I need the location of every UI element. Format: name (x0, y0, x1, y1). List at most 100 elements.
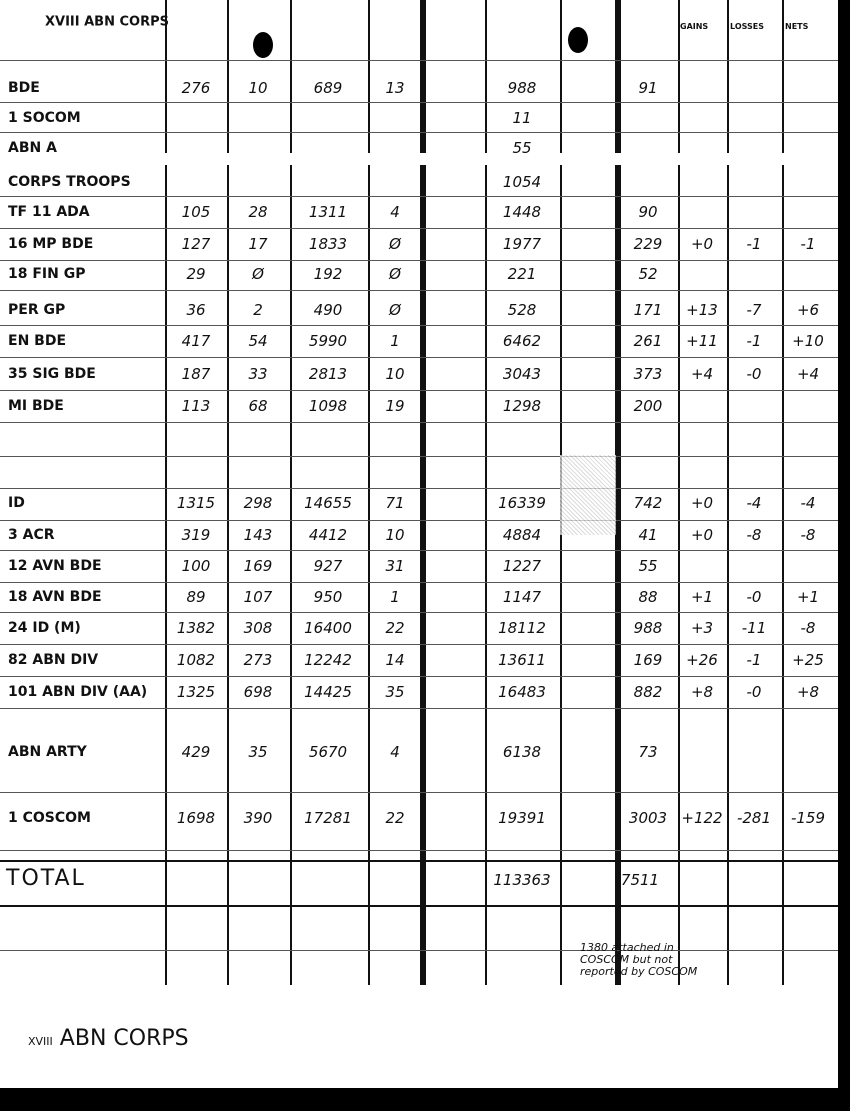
nets-header: NETS (785, 22, 809, 31)
column-rule (227, 0, 229, 985)
cell-gains: +4 (690, 365, 714, 383)
cell-c2: 2 (253, 301, 263, 319)
cell-losses: -0 (746, 365, 762, 383)
cell-c2: 35 (248, 743, 268, 761)
cell-c3: 1311 (308, 203, 348, 221)
cell-total: 13611 (498, 651, 546, 669)
scan-border (0, 1088, 850, 1111)
cell-total: 19391 (498, 809, 546, 827)
cell-c4: 10 (385, 526, 405, 544)
cell-total: 6138 (502, 743, 542, 761)
cell-c2: 17 (248, 235, 268, 253)
row-label: 1 SOCOM (8, 110, 81, 126)
row-label: 35 SIG BDE (8, 366, 96, 382)
unit-title: XVIII ABN CORPS (45, 14, 169, 30)
row-label: 18 FIN GP (8, 266, 86, 282)
losses-header: LOSSES (730, 22, 765, 31)
cell-gains: +8 (690, 683, 714, 701)
cell-c1: 113 (181, 397, 211, 415)
row-rule (0, 850, 838, 851)
cell-nets: -8 (800, 526, 816, 544)
cell-c7: 55 (638, 557, 658, 575)
row-rule (0, 644, 838, 645)
grand-total-col7: 7511 (620, 871, 660, 889)
cell-c7: 88 (638, 588, 658, 606)
row-label: MI BDE (8, 398, 64, 414)
column-rule (678, 0, 680, 985)
cell-c2: 107 (243, 588, 273, 606)
cell-total: 18112 (498, 619, 546, 637)
row-label: 3 ACR (8, 527, 55, 543)
cell-gains: +0 (690, 235, 714, 253)
row-label: 18 AVN BDE (8, 589, 102, 605)
cell-c1: 417 (181, 332, 211, 350)
cell-c3: 14425 (304, 683, 352, 701)
punch-hole (568, 27, 588, 53)
row-label: 1 COSCOM (8, 810, 91, 826)
cell-c2: 33 (248, 365, 268, 383)
cell-nets: -8 (800, 619, 816, 637)
cell-c3: 14655 (304, 494, 352, 512)
cell-c4: 13 (385, 79, 405, 97)
handwritten-note: 1380 attached in COSCOM but not reported… (580, 942, 697, 978)
cell-c1: 1315 (176, 494, 216, 512)
cell-c7: 988 (633, 619, 663, 637)
cell-c1: 1382 (176, 619, 216, 637)
cell-nets: +4 (796, 365, 820, 383)
cell-c4: 10 (385, 365, 405, 383)
row-rule (0, 260, 838, 261)
row-rule (0, 550, 838, 551)
row-label: CORPS TROOPS (8, 174, 131, 190)
cell-c7: 73 (638, 743, 658, 761)
row-rule (0, 290, 838, 291)
row-rule (0, 325, 838, 326)
row-label: ABN A (8, 140, 57, 156)
row-rule (0, 950, 838, 951)
column-rule (290, 0, 292, 985)
cell-c7: 742 (633, 494, 663, 512)
cell-c4: 71 (385, 494, 405, 512)
cell-c7: 882 (633, 683, 663, 701)
row-rule (0, 357, 838, 358)
cell-total: 16339 (498, 494, 546, 512)
row-rule (0, 612, 838, 613)
note-line: 1380 attached in (580, 941, 674, 954)
footer-unit: ABN CORPS (59, 1026, 189, 1051)
cell-c1: 429 (181, 743, 211, 761)
cell-nets: +10 (792, 332, 824, 350)
cell-c4: 14 (385, 651, 405, 669)
cell-gains: +1 (690, 588, 714, 606)
cell-losses: -1 (746, 235, 762, 253)
scan-smudge (560, 455, 616, 535)
cell-total: 988 (507, 79, 537, 97)
cell-c1: 276 (181, 79, 211, 97)
cell-gains: +26 (686, 651, 718, 669)
punch-hole (253, 32, 273, 58)
cell-c4: Ø (389, 265, 401, 283)
cell-c7: 229 (633, 235, 663, 253)
column-rule (165, 0, 167, 985)
cell-total: 1298 (502, 397, 542, 415)
note-line: COSCOM but not (580, 953, 673, 966)
cell-nets: +8 (796, 683, 820, 701)
row-rule (0, 196, 838, 197)
scan-border (838, 0, 850, 1090)
cell-c4: 31 (385, 557, 405, 575)
cell-c3: 689 (313, 79, 343, 97)
row-rule (0, 520, 838, 521)
cell-c1: 1698 (176, 809, 216, 827)
cell-c4: Ø (389, 235, 401, 253)
cell-c4: 1 (390, 588, 400, 606)
cell-c7: 41 (638, 526, 658, 544)
grand-total: 113363 (493, 871, 551, 889)
cell-c7: 3003 (628, 809, 668, 827)
cell-gains: +122 (681, 809, 723, 827)
column-rule (368, 0, 370, 985)
cell-c3: 12242 (304, 651, 352, 669)
note-line: reported by COSCOM (580, 965, 698, 978)
cell-losses: -1 (746, 332, 762, 350)
cell-total: 1227 (502, 557, 542, 575)
cell-c3: 1098 (308, 397, 348, 415)
row-label: 12 AVN BDE (8, 558, 102, 574)
cell-c3: 17281 (304, 809, 352, 827)
